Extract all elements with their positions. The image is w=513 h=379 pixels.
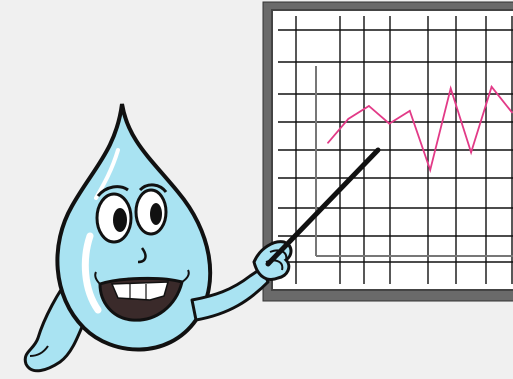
- left-eyebrow: [96, 185, 129, 198]
- chart-data-point: [449, 87, 452, 90]
- chart-data-point: [470, 151, 472, 154]
- chart-data-point: [388, 122, 391, 125]
- chart-series-line: [327, 84, 513, 174]
- pointer-stick: [265, 147, 381, 267]
- right-eyebrow: [138, 183, 168, 193]
- chart-data-point: [511, 111, 513, 114]
- water-drop-character-icon: [23, 103, 293, 373]
- mouth-corner-left: [94, 271, 101, 285]
- nose: [137, 247, 147, 264]
- chart-data-point: [429, 169, 432, 171]
- mouth-corner-right: [181, 269, 190, 283]
- chart-data-point: [327, 141, 329, 144]
- presentation-board-icon: [262, 1, 513, 302]
- right-hand-fingers: [265, 249, 288, 271]
- chart-data-point: [490, 85, 493, 88]
- chart-data-point: [368, 105, 370, 107]
- chart-line-series: [327, 84, 513, 174]
- left-pupil: [113, 208, 127, 232]
- chart-data-point: [347, 117, 350, 120]
- right-pupil: [150, 203, 162, 225]
- teeth-gaps: [129, 284, 147, 300]
- left-hand-detail: [29, 345, 49, 357]
- chart-data-point: [408, 109, 411, 112]
- teeth: [110, 281, 170, 301]
- drop-highlight: [81, 232, 102, 314]
- board-grid: [278, 16, 513, 284]
- pointer-stick-icon: [265, 147, 381, 267]
- right-arm: [190, 266, 270, 322]
